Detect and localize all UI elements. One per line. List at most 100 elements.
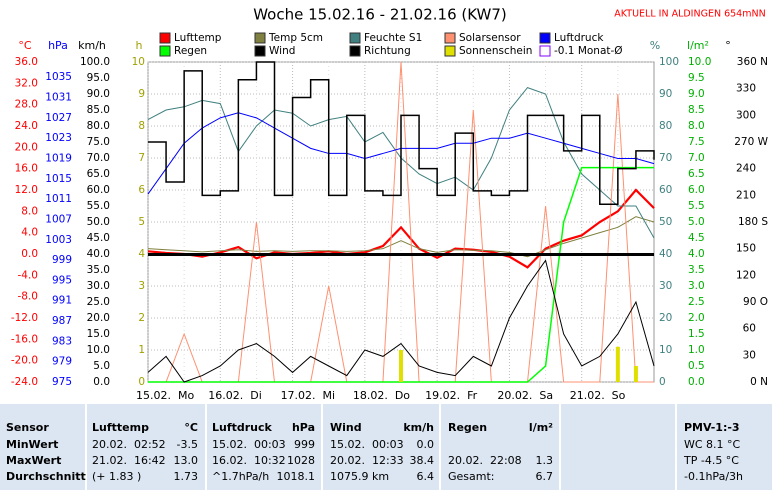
tick-label: 50: [659, 216, 672, 228]
tick-label: 3.0: [688, 280, 705, 292]
axis-label: km/h: [78, 39, 106, 52]
table-cell: -3.5: [177, 438, 198, 451]
tick-label: 10: [132, 56, 145, 68]
table-cell: Regen: [448, 421, 487, 434]
legend-label: Sonnenschein: [459, 45, 532, 57]
legend-swatch: [539, 45, 551, 57]
table-cell: 1018.1: [277, 470, 316, 483]
tick-label: 5: [138, 216, 145, 228]
table-cell: -0.1hPa/3h: [684, 470, 743, 483]
table-cell: 1.3: [536, 454, 554, 467]
tick-label: 975: [52, 376, 72, 388]
tick-label: 300: [736, 109, 756, 121]
tick-label: 35.0: [87, 264, 110, 276]
axis-label: l/m²: [687, 39, 709, 52]
x-tick-label: 19.02. Fr: [425, 389, 478, 402]
series-line: [148, 61, 655, 205]
tick-label: 4.0: [688, 248, 705, 260]
tick-label: 0.0: [93, 376, 110, 388]
sun-bar: [615, 346, 620, 382]
table-cell: 0.0: [417, 438, 435, 451]
tick-label: -16.0: [11, 333, 38, 345]
tick-label: 25.0: [87, 296, 110, 308]
tick-label: -12.0: [11, 312, 38, 324]
tick-label: 240: [736, 163, 756, 175]
tick-label: 0.0: [688, 376, 705, 388]
tick-label: 2.0: [688, 312, 705, 324]
tick-label: 2.5: [688, 296, 705, 308]
tick-label: 90: [659, 88, 672, 100]
legend-label: Richtung: [364, 45, 411, 57]
tick-label: 5.0: [688, 216, 705, 228]
tick-label: 55.0: [87, 200, 110, 212]
table-cell: 38.4: [410, 454, 435, 467]
tick-label: 1.5: [688, 328, 705, 340]
table-cell: Gesamt:: [448, 470, 495, 483]
tick-label: 10.0: [87, 344, 110, 356]
tick-label: 50.0: [87, 216, 110, 228]
series-line: [147, 259, 655, 383]
tick-label: 0 N: [750, 376, 768, 388]
table-cell: Sensor: [6, 421, 49, 434]
tick-label: 90.0: [87, 88, 110, 100]
legend-swatch: [159, 32, 171, 44]
tick-label: 100: [659, 56, 679, 68]
legend-swatch: [254, 32, 266, 44]
tick-label: 1007: [45, 213, 72, 225]
tick-label: 8.5: [688, 104, 705, 116]
axis-label: °C: [18, 39, 32, 52]
legend-swatch: [349, 45, 361, 57]
tick-label: -4.0: [18, 269, 39, 281]
tick-label: 90 O: [743, 296, 768, 308]
table-cell: 1075.9 km: [330, 470, 389, 483]
tick-label: 0.5: [688, 360, 705, 372]
table-cell: 13.0: [174, 454, 199, 467]
tick-label: 330: [736, 83, 756, 95]
tick-label: 6.0: [688, 184, 705, 196]
tick-label: 40: [659, 248, 672, 260]
tick-label: 1: [138, 344, 145, 356]
tick-label: 7.0: [688, 152, 705, 164]
tick-label: 10.0: [688, 56, 711, 68]
tick-label: 987: [52, 315, 72, 327]
table-cell: 15.02. 00:03: [212, 438, 286, 451]
tick-label: 60.0: [87, 184, 110, 196]
tick-label: 20: [659, 312, 672, 324]
station-label: AKTUELL IN ALDINGEN 654mNN: [614, 9, 765, 20]
legend-swatch: [444, 45, 456, 57]
tick-label: 100.0: [80, 56, 110, 68]
legend-label: Feuchte S1: [364, 32, 422, 44]
tick-label: 30: [659, 280, 672, 292]
tick-label: 360 N: [737, 56, 768, 68]
tick-label: 9.0: [688, 88, 705, 100]
legend-swatch: [349, 32, 361, 44]
legend-label: Solarsensor: [459, 32, 521, 44]
legend-label: Regen: [174, 45, 207, 57]
table-cell: 15.02. 00:03: [330, 438, 404, 451]
tick-label: 65.0: [87, 168, 110, 180]
table-cell: MinWert: [6, 438, 58, 451]
table-cell: 1.73: [174, 470, 199, 483]
x-tick-label: 18.02. Do: [353, 389, 410, 402]
tick-label: 1031: [45, 92, 72, 104]
tick-label: 15.0: [87, 328, 110, 340]
table-cell: PMV-1:-3: [684, 421, 740, 434]
tick-label: 80.0: [87, 120, 110, 132]
tick-label: 20.0: [87, 312, 110, 324]
tick-label: 6.5: [688, 168, 705, 180]
table-cell: 20.02. 12:33: [330, 454, 404, 467]
tick-label: 999: [52, 254, 72, 266]
tick-label: 9.5: [688, 72, 705, 84]
tick-label: 80: [659, 120, 672, 132]
tick-label: 1035: [45, 71, 72, 83]
axis-label: °: [725, 39, 731, 52]
table-cell: km/h: [403, 421, 434, 434]
axis-label: hPa: [48, 39, 68, 52]
tick-label: 60: [659, 184, 672, 196]
legend-label: Wind: [269, 45, 295, 57]
x-tick-label: 21.02. So: [570, 389, 626, 402]
chart-title: Woche 15.02.16 - 21.02.16 (KW7): [253, 6, 507, 24]
table-cell: 21.02. 16:42: [92, 454, 166, 467]
tick-label: 60: [743, 323, 756, 335]
